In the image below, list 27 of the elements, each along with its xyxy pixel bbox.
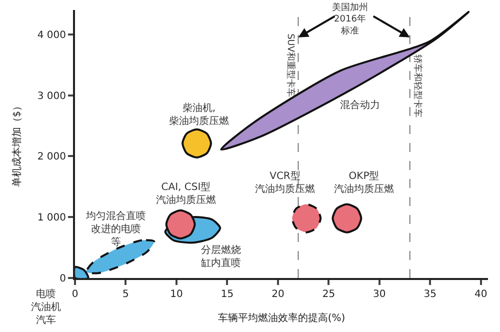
- x-axis-title: 车辆平均燃油效率的提高(%): [218, 312, 346, 324]
- y-tick-label: 2 000: [37, 152, 66, 163]
- text: 电喷汽油机汽车: [31, 288, 61, 326]
- x-tick-label: 10: [170, 289, 183, 300]
- ref-line-label: SUV和重型卡车: [285, 34, 296, 98]
- x-tick-label: 25: [322, 289, 336, 300]
- x-tick-label: 15: [220, 289, 234, 300]
- y-tick-label: 0: [60, 274, 66, 284]
- x-tick-label: 30: [373, 289, 386, 300]
- y-axis-title: 单机成本增加（$）: [10, 100, 23, 188]
- annotation: 混合动力: [340, 99, 380, 111]
- y-tick-label: 4 000: [37, 30, 66, 41]
- ref-line-label: 轿车和轻型卡车: [412, 54, 423, 118]
- annotation: 柴油机,柴油均质压燃: [169, 102, 229, 127]
- x-tick-label: 0: [72, 289, 78, 300]
- x-tick-label: 40: [474, 289, 488, 300]
- annotation: VCR型汽油均质压燃: [255, 170, 315, 195]
- annotation: 均匀混合直喷改进的电喷等: [85, 210, 146, 248]
- annotation: OKP型汽油均质压燃: [334, 170, 394, 195]
- y-tick-label: 3 000: [37, 90, 66, 102]
- annotation: CAI, CSI型汽油均质压燃: [156, 181, 216, 206]
- y-tick-label: 1 000: [37, 212, 66, 224]
- x-tick-label: 20: [272, 289, 284, 300]
- x-tick-label: 5: [122, 289, 129, 300]
- annotation: 分层燃烧缸内直喷: [201, 244, 241, 269]
- annotation: 美国加州2016年标准: [332, 2, 368, 36]
- x-tick-label: 35: [424, 289, 437, 300]
